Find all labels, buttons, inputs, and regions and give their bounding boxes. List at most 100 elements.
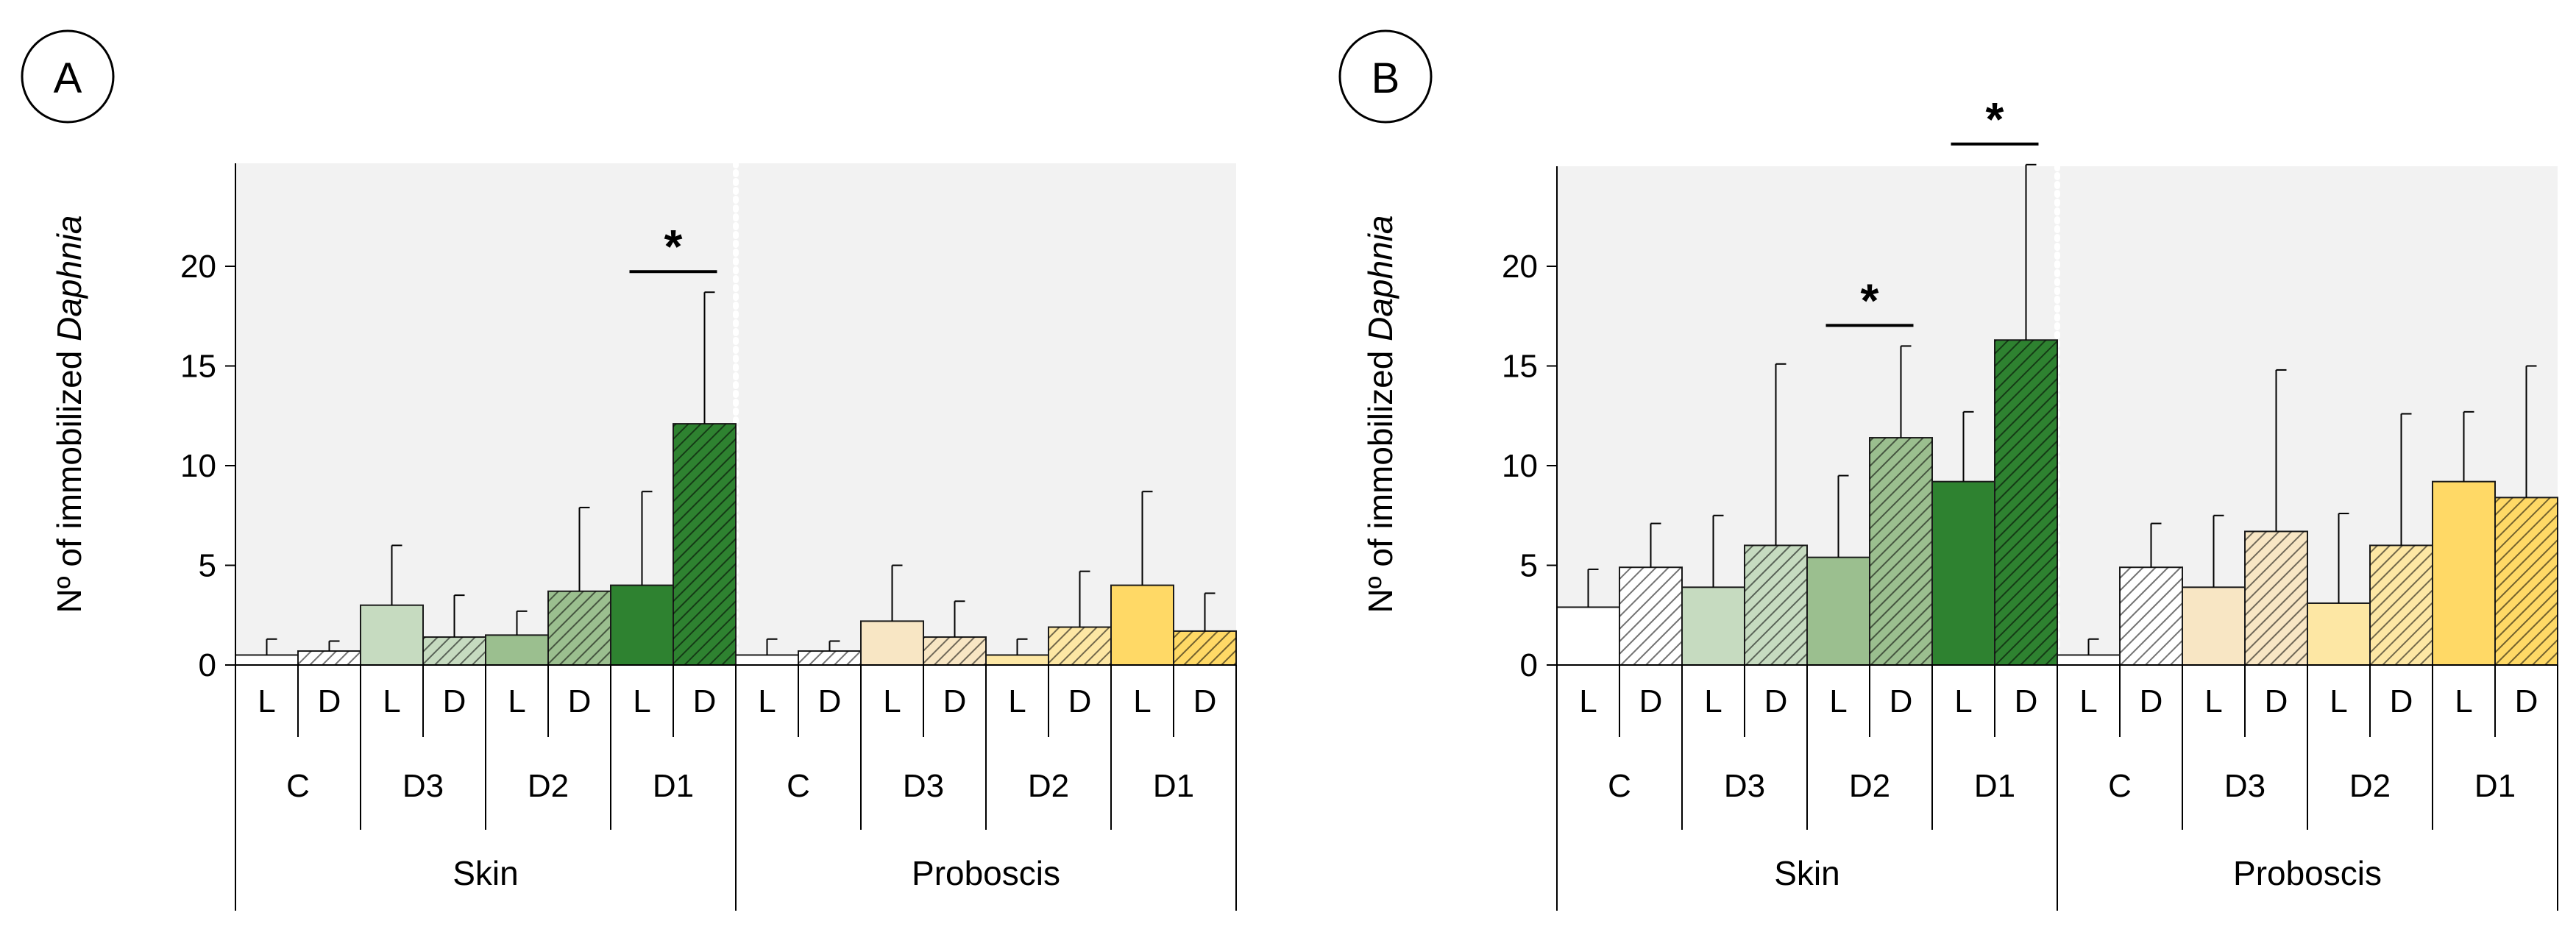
light-condition-label: L bbox=[2330, 683, 2347, 719]
bar-proboscis-d1-d-hatch bbox=[1174, 630, 1236, 665]
y-tick-label: 10 bbox=[1502, 448, 1538, 484]
concentration-label: D2 bbox=[1849, 768, 1890, 804]
significance-star: * bbox=[1861, 274, 1879, 327]
bar-skin-d3-l bbox=[1681, 586, 1745, 666]
concentration-label: C bbox=[1608, 768, 1631, 804]
light-condition-label: L bbox=[1954, 683, 1972, 719]
bar-skin-c-l bbox=[235, 654, 299, 666]
y-axis-b: 0 5 10 15 20 bbox=[1502, 166, 1558, 683]
bar-skin-d2-d-hatch bbox=[548, 591, 611, 665]
light-condition-label: L bbox=[1704, 683, 1722, 719]
light-condition-label: L bbox=[758, 683, 776, 719]
bar-proboscis-c-l bbox=[735, 654, 799, 666]
light-condition-label: D bbox=[2265, 683, 2288, 719]
light-condition-label: D bbox=[1764, 683, 1788, 719]
light-condition-label: D bbox=[1890, 683, 1913, 719]
bar-proboscis-d3-l bbox=[860, 620, 924, 666]
y-tick-label: 0 bbox=[1520, 647, 1538, 683]
panel-a-badge bbox=[21, 29, 115, 124]
bar-proboscis-d1-d-hatch bbox=[2495, 497, 2558, 665]
light-condition-label: D bbox=[568, 683, 592, 719]
light-condition-label: L bbox=[883, 683, 901, 719]
bar-skin-d2-l bbox=[1806, 556, 1870, 666]
y-axis-a: 0 5 10 15 20 bbox=[180, 163, 236, 683]
light-condition-label: L bbox=[1133, 683, 1151, 719]
concentration-label: D2 bbox=[2349, 768, 2391, 804]
light-condition-label: L bbox=[508, 683, 525, 719]
y-axis-title-b: Nº of immobilized Daphnia bbox=[1361, 216, 1399, 614]
bar-skin-d1-l bbox=[610, 584, 674, 666]
bar-skin-d3-d-hatch bbox=[423, 637, 486, 665]
y-tick-label: 5 bbox=[199, 548, 216, 584]
bar-proboscis-d2-d-hatch bbox=[2370, 545, 2433, 665]
y-tick-label: 10 bbox=[180, 448, 216, 484]
concentration-label: D3 bbox=[402, 768, 444, 804]
significance-b: ** bbox=[1825, 93, 2039, 327]
y-tick-label: 15 bbox=[180, 349, 216, 385]
light-condition-label: D bbox=[693, 683, 717, 719]
concentration-label: D1 bbox=[1153, 768, 1194, 804]
group-label: Skin bbox=[453, 854, 518, 892]
bar-skin-c-d-hatch bbox=[298, 651, 361, 665]
bar-proboscis-d3-l bbox=[2182, 586, 2246, 666]
x-axis-b: L D C L D D3 L D D2 L D D1 Skin L D C L D D3 L D D2 L D D1 Probos… bbox=[1556, 664, 2558, 911]
concentration-label: D1 bbox=[2474, 768, 2516, 804]
light-condition-label: L bbox=[2079, 683, 2097, 719]
bar-proboscis-c-d-hatch bbox=[798, 651, 861, 665]
light-condition-label: D bbox=[1639, 683, 1663, 719]
light-condition-label: L bbox=[258, 683, 275, 719]
concentration-label: C bbox=[2108, 768, 2132, 804]
concentration-label: D3 bbox=[2224, 768, 2265, 804]
bar-marks-b bbox=[1556, 163, 2558, 668]
y-tick-label: 0 bbox=[199, 647, 216, 683]
panel-b-badge bbox=[1338, 29, 1433, 124]
light-condition-label: D bbox=[2390, 683, 2413, 719]
light-condition-label: D bbox=[2140, 683, 2163, 719]
bar-skin-d1-l bbox=[1931, 480, 1995, 666]
bar-skin-d3-l bbox=[360, 604, 424, 666]
chart-panel-b: B 0 5 10 15 20 L D C L D D3 L D D2 L D D1 Skin L D C L D D3 L D D… bbox=[1338, 29, 2558, 911]
significance-star: * bbox=[1986, 93, 2004, 146]
bar-proboscis-d3-d-hatch bbox=[923, 637, 986, 665]
group-label: Skin bbox=[1774, 854, 1839, 892]
bar-proboscis-d2-l bbox=[985, 654, 1049, 666]
panel-b-letter: B bbox=[1372, 54, 1400, 102]
bar-skin-d2-d-hatch bbox=[1870, 438, 1932, 665]
bar-proboscis-d1-l bbox=[1110, 584, 1174, 666]
light-condition-label: L bbox=[1579, 683, 1597, 719]
significance-a: * bbox=[629, 220, 717, 274]
light-condition-label: D bbox=[1068, 683, 1092, 719]
light-condition-label: L bbox=[633, 683, 650, 719]
y-tick-label: 20 bbox=[1502, 249, 1538, 285]
light-condition-label: D bbox=[443, 683, 466, 719]
concentration-label: C bbox=[787, 768, 810, 804]
bar-proboscis-d2-l bbox=[2307, 602, 2371, 666]
light-condition-label: D bbox=[943, 683, 967, 719]
light-condition-label: D bbox=[818, 683, 842, 719]
light-condition-label: D bbox=[2515, 683, 2538, 719]
bar-skin-d1-d-hatch bbox=[1995, 340, 2057, 665]
y-tick-label: 5 bbox=[1520, 548, 1538, 584]
chart-panel-a: A 0 5 10 15 20 L D C L D D3 L D D2 L D D1 Skin L D C L D D3 L D D… bbox=[21, 29, 1237, 911]
concentration-label: D3 bbox=[1724, 768, 1765, 804]
y-tick-label: 20 bbox=[180, 249, 216, 285]
bar-skin-c-d-hatch bbox=[1619, 567, 1682, 665]
panel-a-letter: A bbox=[54, 54, 82, 102]
bar-proboscis-d3-d-hatch bbox=[2245, 531, 2307, 665]
bar-proboscis-c-d-hatch bbox=[2120, 567, 2182, 665]
light-condition-label: L bbox=[383, 683, 400, 719]
concentration-label: D1 bbox=[1974, 768, 2015, 804]
bar-proboscis-c-l bbox=[2057, 654, 2121, 666]
bar-skin-c-l bbox=[1556, 606, 1620, 666]
group-label: Proboscis bbox=[912, 854, 1060, 892]
concentration-label: D2 bbox=[1028, 768, 1069, 804]
group-label: Proboscis bbox=[2233, 854, 2382, 892]
y-axis-title-a: Nº of immobilized Daphnia bbox=[50, 216, 88, 614]
bar-skin-d1-d-hatch bbox=[673, 424, 736, 665]
light-condition-label: L bbox=[2204, 683, 2222, 719]
concentration-label: C bbox=[286, 768, 310, 804]
light-condition-label: L bbox=[1829, 683, 1847, 719]
bar-proboscis-d1-l bbox=[2432, 480, 2496, 666]
light-condition-label: D bbox=[318, 683, 341, 719]
light-condition-label: L bbox=[2455, 683, 2472, 719]
